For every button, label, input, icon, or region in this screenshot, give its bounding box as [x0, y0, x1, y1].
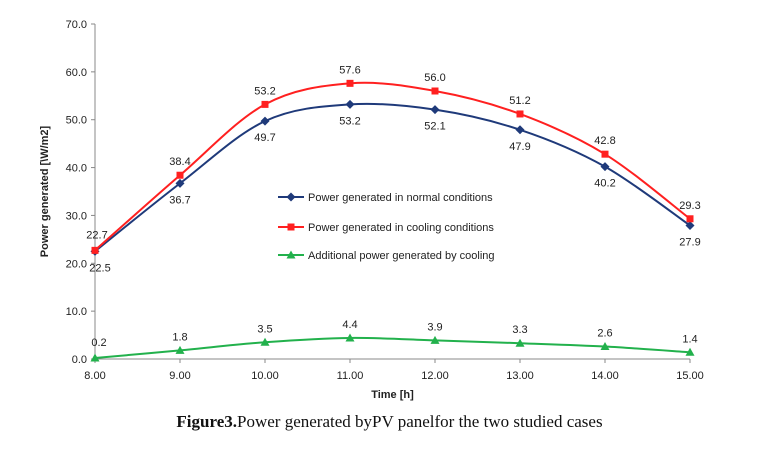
- legend-label-additional: Additional power generated by cooling: [308, 250, 495, 262]
- x-tick-label: 14.00: [591, 370, 619, 382]
- data-label-normal: 40.2: [594, 178, 615, 190]
- x-axis-title: Time [h]: [371, 389, 414, 401]
- legend-marker-cooling: [287, 223, 295, 231]
- data-point-cooling: [686, 215, 694, 223]
- series-line-additional: [94, 336, 691, 360]
- data-label-normal: 53.2: [339, 115, 360, 127]
- data-label-additional: 1.8: [172, 331, 187, 343]
- data-point-normal: [685, 220, 695, 230]
- data-point-normal: [515, 125, 525, 135]
- figure-caption-text: Power generated byPV panelfor the two st…: [237, 412, 603, 431]
- data-label-normal: 36.7: [169, 194, 190, 206]
- y-tick-label: 70.0: [66, 19, 87, 31]
- data-point-normal: [175, 178, 185, 188]
- figure-caption: Figure3.Power generated byPV panelfor th…: [0, 412, 779, 432]
- data-point-additional: [175, 345, 185, 354]
- data-point-additional: [430, 335, 440, 344]
- data-label-additional: 1.4: [682, 333, 697, 345]
- figure-caption-label: Figure3.: [176, 412, 238, 431]
- legend-label-cooling: Power generated in cooling conditions: [308, 222, 494, 234]
- data-point-additional: [260, 337, 270, 346]
- data-point-normal: [430, 105, 440, 115]
- data-label-cooling: 56.0: [424, 72, 445, 84]
- data-label-cooling: 38.4: [169, 156, 190, 168]
- data-label-cooling: 57.6: [339, 64, 360, 76]
- data-point-additional: [90, 353, 100, 362]
- data-label-cooling: 22.7: [86, 229, 107, 241]
- data-point-cooling: [346, 79, 354, 87]
- y-tick-label: 40.0: [66, 163, 87, 175]
- y-tick-label: 20.0: [66, 258, 87, 270]
- data-point-normal: [260, 116, 270, 126]
- x-tick-label: 13.00: [506, 370, 534, 382]
- legend-marker-additional: [286, 250, 296, 259]
- data-point-additional: [685, 347, 695, 356]
- y-axis-title: Power generated [\W/m2]: [39, 125, 51, 257]
- y-tick-label: 60.0: [66, 67, 87, 79]
- data-label-normal: 47.9: [509, 141, 530, 153]
- data-label-normal: 49.7: [254, 132, 275, 144]
- power-chart: 0.0 10.0 20.0 30.0 40.0 50.0 60.0 70.0 8.00 9.00 1…: [39, 19, 704, 401]
- y-tick-label: 50.0: [66, 115, 87, 127]
- data-point-cooling: [601, 150, 609, 158]
- legend-label-normal: Power generated in normal conditions: [308, 192, 493, 204]
- x-tick-label: 10.00: [251, 370, 279, 382]
- x-tick-label: 11.00: [337, 370, 364, 382]
- data-label-cooling: 51.2: [509, 95, 530, 107]
- data-label-cooling: 53.2: [254, 85, 275, 97]
- y-tick-label: 30.0: [66, 210, 87, 222]
- data-point-cooling: [431, 87, 439, 95]
- x-tick-label: 8.00: [84, 370, 105, 382]
- data-point-cooling: [91, 246, 99, 254]
- data-point-additional: [345, 333, 355, 342]
- legend-marker-normal: [286, 192, 296, 202]
- data-label-additional: 3.5: [257, 323, 272, 335]
- series-line-normal: [94, 102, 691, 253]
- y-tick-label: 10.0: [66, 306, 87, 318]
- x-tick-label: 15.00: [676, 370, 704, 382]
- data-point-additional: [600, 342, 610, 351]
- data-label-additional: 0.2: [91, 337, 106, 349]
- data-point-cooling: [176, 171, 184, 179]
- data-point-cooling: [516, 110, 524, 118]
- series-line-cooling: [94, 81, 691, 252]
- data-label-cooling: 42.8: [594, 135, 615, 147]
- data-label-additional: 3.3: [512, 324, 527, 336]
- x-tick-label: 9.00: [169, 370, 190, 382]
- data-label-normal: 27.9: [679, 236, 700, 248]
- data-label-normal: 52.1: [424, 121, 445, 133]
- data-label-additional: 2.6: [597, 328, 612, 340]
- data-point-normal: [600, 162, 610, 172]
- x-tick-label: 12.00: [421, 370, 449, 382]
- data-point-normal: [345, 99, 355, 109]
- data-point-cooling: [261, 100, 269, 108]
- data-point-additional: [515, 338, 525, 347]
- data-label-additional: 4.4: [342, 319, 357, 331]
- data-label-cooling: 29.3: [679, 200, 700, 212]
- data-label-additional: 3.9: [427, 321, 442, 333]
- data-label-normal: 22.5: [89, 262, 110, 274]
- y-tick-label: 0.0: [72, 354, 87, 366]
